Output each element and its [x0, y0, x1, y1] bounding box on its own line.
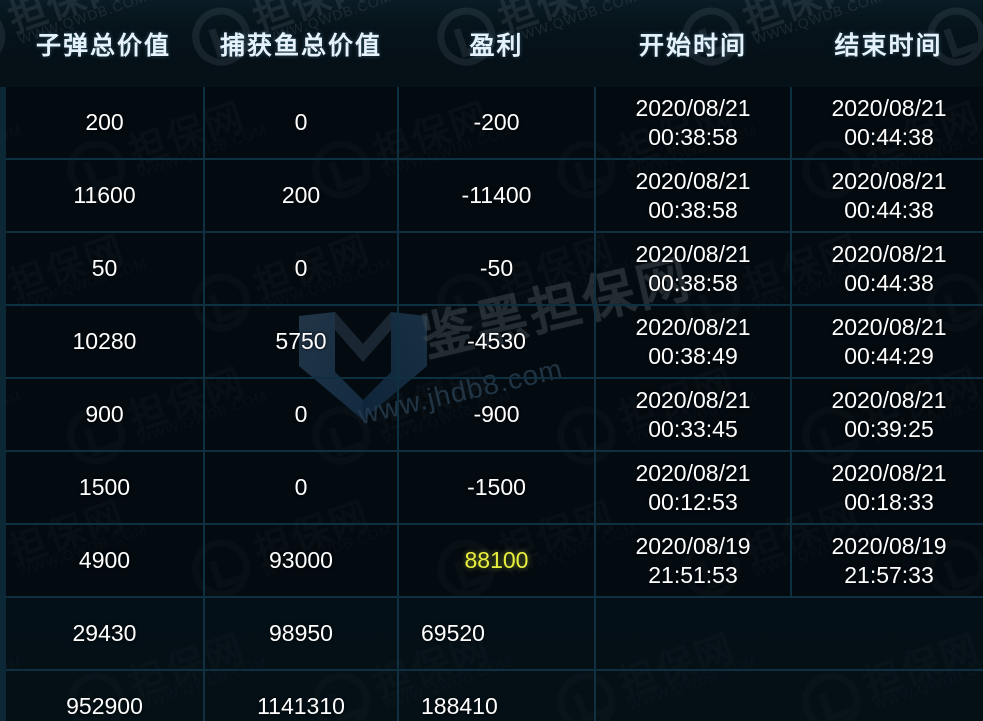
start-clock: 00:33:45	[648, 415, 738, 442]
start-clock: 00:38:49	[648, 342, 738, 369]
end-date: 2020/08/21	[831, 241, 947, 268]
end-date: 2020/08/21	[831, 168, 947, 195]
column-header-fish-total[interactable]: 捕获鱼总价值	[219, 31, 382, 60]
cell-fish-total: 5750	[204, 305, 399, 379]
cell-fish-total: 200	[204, 159, 399, 233]
summary-cell-profit: 69520	[398, 597, 596, 671]
cell-profit: -1500	[398, 451, 596, 525]
end-clock: 00:39:25	[844, 415, 934, 442]
cell-profit: -4530	[398, 305, 596, 379]
end-date: 2020/08/19	[831, 533, 947, 560]
table-row[interactable]: 50 0 -50 2020/08/21 00:38:58 2020/08/21 00:44:…	[0, 232, 983, 306]
cell-start-time: 2020/08/21 00:33:45	[595, 378, 792, 452]
start-clock: 21:51:53	[648, 561, 738, 588]
cell-end-time: 2020/08/21 00:44:29	[791, 305, 983, 379]
table-row[interactable]: 10280 5750 -4530 2020/08/21 00:38:49 2020/08/…	[0, 305, 983, 379]
end-date: 2020/08/21	[831, 314, 947, 341]
start-clock: 00:38:58	[648, 269, 738, 296]
cell-end-time: 2020/08/19 21:57:33	[791, 524, 983, 598]
end-clock: 00:44:38	[844, 123, 934, 150]
cell-bullet-total: 4900	[0, 524, 205, 598]
cell-end-time: 2020/08/21 00:18:33	[791, 451, 983, 525]
cell-end-time: 2020/08/21 00:44:38	[791, 87, 983, 160]
table-header: 子弹总价值 捕获鱼总价值 盈利 开始时间 结束时间	[3, 0, 983, 87]
start-date: 2020/08/21	[635, 95, 751, 122]
table-row[interactable]: 900 0 -900 2020/08/21 00:33:45 2020/08/21 00:3…	[0, 378, 983, 452]
start-date: 2020/08/21	[635, 387, 751, 414]
cell-start-time: 2020/08/21 00:38:58	[595, 159, 792, 233]
cell-profit: -900	[398, 378, 596, 452]
start-date: 2020/08/21	[635, 460, 751, 487]
cell-start-time: 2020/08/21 00:38:49	[595, 305, 792, 379]
end-clock: 00:44:38	[844, 269, 934, 296]
cell-profit: -11400	[398, 159, 596, 233]
table-row[interactable]: 11600 200 -11400 2020/08/21 00:38:58 2020/08/…	[0, 159, 983, 233]
summary-cell-fish-total: 98950	[204, 597, 399, 671]
cell-fish-total: 0	[204, 451, 399, 525]
end-date: 2020/08/21	[831, 387, 947, 414]
start-date: 2020/08/21	[635, 314, 751, 341]
summary-cell-profit: 188410	[398, 670, 596, 721]
column-header-start-time[interactable]: 开始时间	[638, 31, 747, 60]
cell-fish-total: 0	[204, 378, 399, 452]
summary-cell-bullet-total: 952900	[0, 670, 205, 721]
summary-row: 29430 98950 69520	[0, 597, 983, 671]
cell-bullet-total: 1500	[0, 451, 205, 525]
cell-profit: -200	[398, 87, 596, 160]
end-clock: 00:44:29	[844, 342, 934, 369]
start-clock: 00:38:58	[648, 196, 738, 223]
cell-start-time: 2020/08/19 21:51:53	[595, 524, 792, 598]
summary-cell-fish-total: 1141310	[204, 670, 399, 721]
cell-fish-total: 0	[204, 87, 399, 160]
cell-fish-total: 93000	[204, 524, 399, 598]
cell-start-time: 2020/08/21 00:38:58	[595, 232, 792, 306]
cell-end-time: 2020/08/21 00:39:25	[791, 378, 983, 452]
cell-bullet-total: 200	[0, 87, 205, 160]
start-date: 2020/08/21	[635, 168, 751, 195]
table-row[interactable]: 200 0 -200 2020/08/21 00:38:58 2020/08/21 00:4…	[0, 87, 983, 160]
end-clock: 21:57:33	[844, 561, 934, 588]
cell-start-time: 2020/08/21 00:12:53	[595, 451, 792, 525]
cell-fish-total: 0	[204, 232, 399, 306]
table-row[interactable]: 1500 0 -1500 2020/08/21 00:12:53 2020/08/21 00…	[0, 451, 983, 525]
cell-profit: -50	[398, 232, 596, 306]
end-clock: 00:18:33	[844, 488, 934, 515]
column-header-profit[interactable]: 盈利	[469, 31, 524, 60]
summary-cell-bullet-total: 29430	[0, 597, 205, 671]
end-clock: 00:44:38	[844, 196, 934, 223]
cell-profit: 88100	[398, 524, 596, 598]
cell-start-time: 2020/08/21 00:38:58	[595, 87, 792, 160]
cell-bullet-total: 50	[0, 232, 205, 306]
start-date: 2020/08/19	[635, 533, 751, 560]
start-date: 2020/08/21	[635, 241, 751, 268]
summary-cell-start-time	[595, 597, 983, 671]
column-header-bullet-total[interactable]: 子弹总价值	[35, 31, 171, 60]
header-row: 子弹总价值 捕获鱼总价值 盈利 开始时间 结束时间	[3, 0, 983, 87]
cell-end-time: 2020/08/21 00:44:38	[791, 159, 983, 233]
cell-end-time: 2020/08/21 00:44:38	[791, 232, 983, 306]
summary-cell-start-time	[595, 670, 983, 721]
table-body: 200 0 -200 2020/08/21 00:38:58 2020/08/21 00:4…	[0, 87, 983, 721]
summary-row: 952900 1141310 188410	[0, 670, 983, 721]
column-header-end-time[interactable]: 结束时间	[834, 31, 943, 60]
cell-bullet-total: 10280	[0, 305, 205, 379]
end-date: 2020/08/21	[831, 460, 947, 487]
end-date: 2020/08/21	[831, 95, 947, 122]
start-clock: 00:38:58	[648, 123, 738, 150]
cell-bullet-total: 11600	[0, 159, 205, 233]
profit-highlight-value: 88100	[464, 547, 529, 574]
start-clock: 00:12:53	[648, 488, 738, 515]
table-row[interactable]: 4900 93000 88100 2020/08/19 21:51:53 2020/08/…	[0, 524, 983, 598]
cell-bullet-total: 900	[0, 378, 205, 452]
